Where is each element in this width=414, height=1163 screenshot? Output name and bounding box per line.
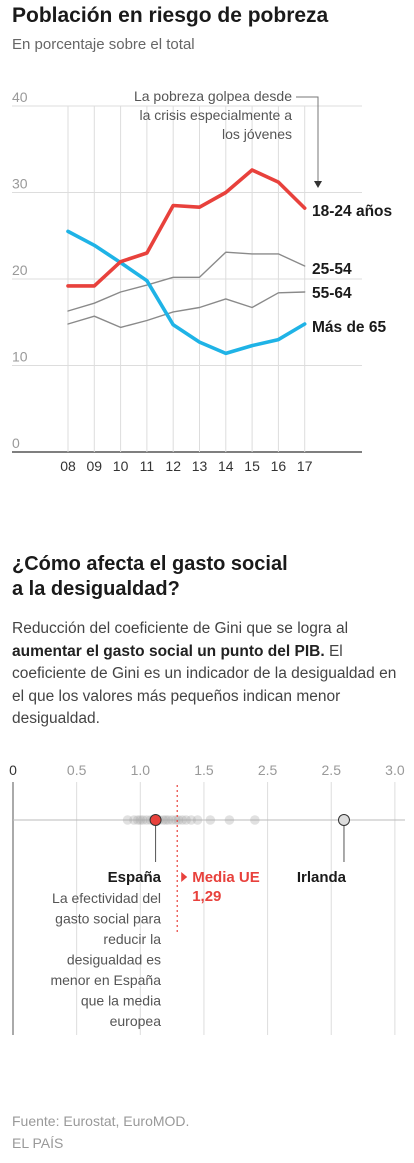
country-dot bbox=[141, 815, 152, 825]
x-tick-label: 13 bbox=[192, 458, 208, 474]
x-tick-label: 11 bbox=[140, 458, 155, 474]
series-label: 55-64 bbox=[312, 285, 352, 302]
eu-average-arrow-icon bbox=[181, 872, 188, 882]
series-line-18-24-años bbox=[66, 168, 307, 288]
country-dot bbox=[135, 815, 146, 825]
country-dot bbox=[177, 815, 188, 825]
x-tick-label: 15 bbox=[244, 458, 260, 474]
country-dot bbox=[192, 815, 203, 825]
spain-note-text: que la media bbox=[81, 993, 161, 1009]
x-tick-label: 0 bbox=[9, 762, 17, 778]
eu-average-value: 1,29 bbox=[192, 888, 221, 905]
country-dot bbox=[132, 815, 143, 825]
ireland-dot bbox=[337, 814, 350, 826]
country-dot bbox=[163, 815, 174, 825]
x-tick-label: 1.5 bbox=[194, 762, 214, 778]
description-bold: aumentar el gasto social un punto del PI… bbox=[12, 642, 325, 660]
spain-note-text: menor en España bbox=[50, 972, 161, 988]
chart-description-gini: Reducción del coeficiente de Gini que se… bbox=[12, 618, 407, 731]
annotation-text: la crisis especialmente a bbox=[139, 107, 292, 123]
annotation-leader-line bbox=[296, 96, 319, 183]
series-line-25-54 bbox=[67, 251, 306, 312]
source-note: Fuente: Eurostat, EuroMOD. bbox=[12, 1113, 190, 1129]
y-tick-label: 20 bbox=[12, 262, 28, 278]
x-tick-label: 0.5 bbox=[67, 762, 87, 778]
ireland-label: Irlanda bbox=[297, 869, 347, 886]
chart-title-gini-line-1: ¿Cómo afecta el gasto social bbox=[12, 553, 288, 575]
y-tick-label: 30 bbox=[12, 176, 28, 192]
annotation-text: La pobreza golpea desde bbox=[134, 88, 292, 104]
x-tick-label: 3.0 bbox=[385, 762, 405, 778]
country-dot bbox=[160, 815, 171, 825]
spain-note-text: europea bbox=[110, 1013, 162, 1029]
x-tick-label: 08 bbox=[60, 458, 76, 474]
x-tick-label: 1.0 bbox=[131, 762, 151, 778]
x-tick-label: 16 bbox=[271, 458, 287, 474]
series-line-Más-de-65 bbox=[66, 229, 307, 356]
x-tick-label: 2.5 bbox=[322, 762, 342, 778]
country-dot bbox=[171, 815, 181, 825]
x-tick-label: 09 bbox=[87, 458, 103, 474]
x-tick-label: 17 bbox=[297, 458, 313, 474]
series-line-55-64 bbox=[67, 291, 306, 329]
x-tick-label: 10 bbox=[113, 458, 129, 474]
chart-title-gini-line-2: a la desigualdad? bbox=[12, 578, 180, 600]
eu-average-label: Media UE bbox=[192, 869, 260, 886]
x-tick-label: 2.5 bbox=[258, 762, 278, 778]
annotation-arrow-icon bbox=[314, 181, 322, 188]
country-dot bbox=[181, 815, 191, 825]
country-dot bbox=[186, 815, 197, 825]
description-part-2: El coeficiente de Gini es un indicador d… bbox=[12, 642, 397, 728]
series-label: 25-54 bbox=[312, 261, 352, 278]
poverty-line-chart: 0 10 20 30 40 08 09 10 11 12 13 14 15 16 17 25-54 55-64 M… bbox=[12, 88, 392, 474]
country-dot bbox=[138, 815, 148, 825]
spain-note-text: La efectividad del bbox=[52, 890, 161, 906]
chart-title-gini: ¿Cómo afecta el gasto social a la desigu… bbox=[12, 552, 332, 602]
x-tick-label: 14 bbox=[218, 458, 234, 474]
country-dot bbox=[224, 815, 235, 825]
chart-subtitle-poverty: En porcentaje sobre el total bbox=[12, 36, 195, 53]
spain-label: España bbox=[108, 869, 162, 886]
y-tick-label: 0 bbox=[12, 435, 20, 451]
country-dot bbox=[250, 815, 260, 825]
y-tick-label: 40 bbox=[12, 89, 28, 105]
country-dot bbox=[129, 815, 139, 825]
y-tick-label: 10 bbox=[12, 349, 28, 365]
spain-note-text: gasto social para bbox=[55, 911, 161, 927]
series-label: Más de 65 bbox=[312, 319, 386, 336]
description-part-1: Reducción del coeficiente de Gini que se… bbox=[12, 620, 349, 637]
country-dot bbox=[167, 815, 177, 825]
country-dot bbox=[173, 815, 184, 825]
country-dot bbox=[122, 815, 133, 825]
annotation-text: los jóvenes bbox=[222, 126, 292, 142]
x-tick-label: 12 bbox=[165, 458, 181, 474]
country-dot bbox=[205, 815, 216, 825]
brand-label: EL PAÍS bbox=[12, 1135, 64, 1151]
spain-dot bbox=[149, 814, 162, 826]
chart-title-poverty: Población en riesgo de pobreza bbox=[12, 4, 329, 27]
spain-note-text: reducir la bbox=[103, 931, 161, 947]
spain-note-text: desigualdad es bbox=[67, 952, 161, 968]
series-label: 18-24 años bbox=[312, 203, 392, 220]
